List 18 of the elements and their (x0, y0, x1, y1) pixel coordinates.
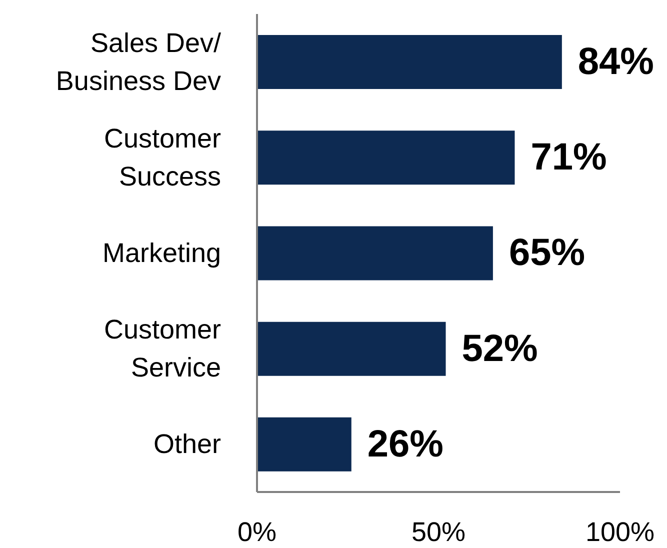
x-tick-label: 0% (237, 517, 277, 548)
data-label: 71% (530, 136, 607, 179)
bar (257, 130, 515, 185)
bar (257, 322, 446, 376)
bar (257, 226, 493, 280)
y-tick-label: Sales Dev/ Business Dev (56, 28, 222, 96)
x-tick-label: 50% (411, 517, 466, 548)
bar (257, 35, 562, 90)
y-tick-label: Customer Service (104, 314, 222, 383)
data-label: 26% (367, 423, 444, 466)
data-label: 52% (462, 328, 538, 370)
y-tick-label: Marketing (102, 238, 221, 268)
bar (257, 417, 352, 472)
y-tick-label: Other (153, 429, 222, 460)
data-label: 84% (578, 41, 654, 84)
data-label: 65% (508, 232, 586, 274)
y-tick-label: Customer Success (104, 123, 222, 192)
x-tick-label: 100% (585, 517, 655, 548)
